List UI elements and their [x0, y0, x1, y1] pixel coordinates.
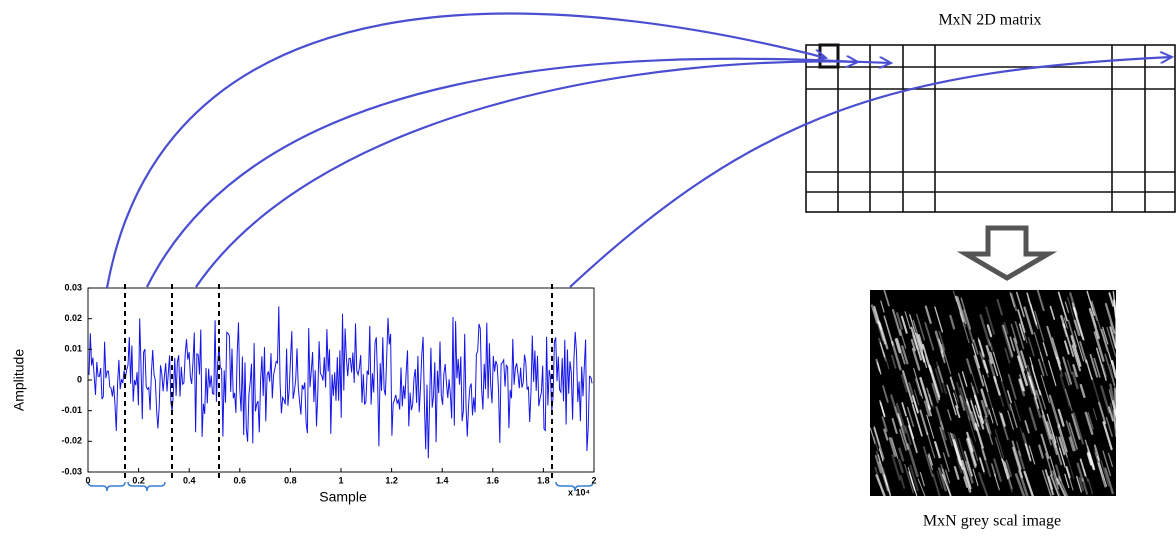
y-tick-label: 0.02 [64, 313, 82, 323]
y-tick-label: -0.01 [61, 405, 82, 415]
y-axis-label: Amplitude [11, 349, 27, 411]
x-tick-label: 0.2 [132, 475, 145, 485]
image-caption: MxN grey scal image [923, 513, 1061, 530]
x-tick-label: 2 [591, 475, 596, 485]
matrix-grid [806, 45, 1175, 212]
x-tick-label: 1.2 [385, 475, 398, 485]
x-tick-label: 0.4 [183, 475, 196, 485]
x-tick-label: 1.6 [487, 475, 500, 485]
x-axis-label: Sample [319, 489, 367, 505]
x-tick-label: 1 [338, 475, 343, 485]
down-arrow [966, 228, 1048, 278]
diagram: MxN 2D matrix MxN grey scal image Amplit… [0, 0, 1176, 537]
x-tick-label: 1.8 [537, 475, 550, 485]
y-tick-label: 0.03 [64, 282, 82, 292]
matrix-title: MxN 2D matrix [938, 12, 1041, 29]
y-tick-label: 0 [77, 374, 82, 384]
page: MxN 2D matrix MxN grey scal image Amplit… [0, 0, 1176, 537]
x-tick-label: 0 [85, 475, 90, 485]
y-tick-label: 0.01 [64, 344, 82, 354]
x-tick-label: 1.4 [436, 475, 449, 485]
x-tick-label: 0.8 [284, 475, 297, 485]
y-tick-label: -0.02 [61, 436, 82, 446]
x-multiplier: x 10⁴ [568, 487, 590, 497]
x-tick-label: 0.6 [234, 475, 247, 485]
y-tick-label: -0.03 [61, 466, 82, 476]
